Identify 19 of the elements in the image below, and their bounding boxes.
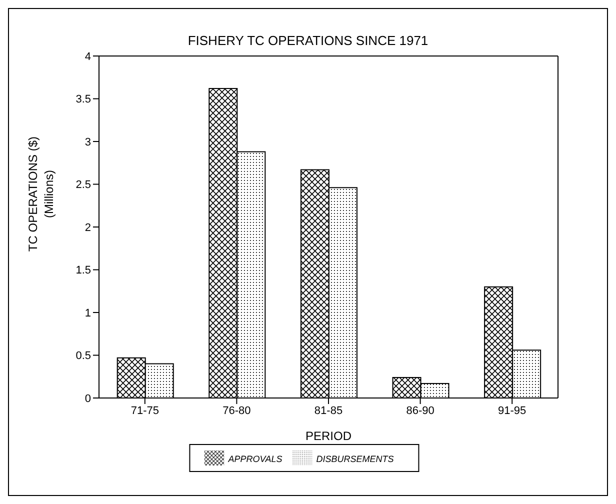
y-tick-label: 1 [84,307,91,320]
y-tick-label: 0 [84,392,91,405]
x-tick-label: 91-95 [498,404,526,417]
legend-label: APPROVALS [228,454,282,464]
y-tick-label: 2 [84,222,91,234]
x-tick-label: 81-85 [314,404,343,417]
x-axis-title: PERIOD [305,429,352,443]
x-tick-label: 76-80 [222,404,251,417]
y-tick-label: 3.5 [76,94,91,106]
y-tick-label: 2.5 [76,179,91,192]
x-tick-label: 86-90 [406,404,434,417]
chart-title: FISHERY TC OPERATIONS SINCE 1971 [186,33,430,48]
x-tick-label: 71-75 [130,404,159,417]
y-tick-label: 3 [84,136,91,148]
y-tick-label: 0.5 [76,350,91,362]
y-axis-title: TC OPERATIONS ($) (Millions) [25,135,57,254]
y-tick-label: 4 [84,50,91,63]
y-tick-label: 1.5 [76,264,91,277]
legend-label: DISBURSEMENTS [316,454,394,464]
